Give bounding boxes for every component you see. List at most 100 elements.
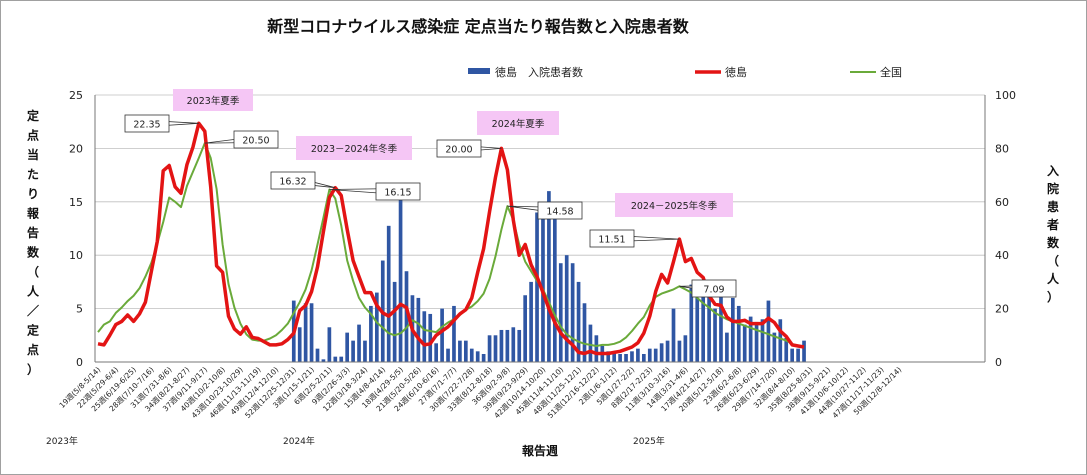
- season-label: 2024年夏季: [492, 118, 545, 130]
- bar: [760, 319, 765, 362]
- y-left-tick-label: 20: [69, 142, 83, 155]
- bar: [469, 348, 474, 362]
- y-right-tick-label: 100: [995, 89, 1016, 102]
- callout-value: 11.51: [598, 235, 625, 246]
- season-label-box: [477, 111, 559, 135]
- y-axis-right-ticks: 0 20 40 60 80 100: [995, 89, 1016, 369]
- callout-box: [537, 201, 583, 220]
- axes: [94, 95, 986, 363]
- callout-box: [233, 130, 279, 149]
- bar: [392, 281, 397, 362]
- y-left-tick-label: 10: [69, 249, 83, 262]
- y-right-tick-label: 0: [995, 356, 1002, 369]
- bar: [363, 340, 367, 362]
- y-right-tick-label: 40: [995, 249, 1009, 262]
- bar: [547, 191, 551, 362]
- y-left-tick-label: 5: [76, 303, 83, 316]
- callout-value: 20.50: [242, 136, 269, 147]
- bar: [398, 196, 403, 362]
- bar: [641, 353, 646, 362]
- callouts: 22.35 20.50 16.32 16.15 20.00 14.58 11.51 7.09: [124, 114, 737, 298]
- bar: [701, 292, 706, 362]
- series-line-zenkoku: [97, 142, 805, 348]
- bar: [422, 311, 427, 362]
- bar: [772, 332, 777, 362]
- series-line-tokushima: [97, 121, 805, 356]
- bar: [374, 292, 379, 362]
- bar: [707, 287, 711, 362]
- bar: [736, 305, 741, 362]
- bar: [428, 313, 433, 362]
- season-label: 2024－2025年冬季: [631, 200, 718, 212]
- bar: [463, 340, 468, 362]
- bar: [677, 340, 682, 362]
- y-right-tick-label: 80: [995, 142, 1009, 155]
- bar: [552, 207, 557, 362]
- bar: [446, 348, 450, 362]
- bar: [321, 359, 326, 362]
- callout-box: [124, 114, 170, 133]
- bar: [303, 303, 308, 362]
- bar: [636, 348, 640, 362]
- bar: [784, 337, 789, 362]
- callout-box: [375, 182, 421, 201]
- bars: [291, 191, 806, 362]
- legend-bar-swatch: [468, 68, 490, 74]
- bar: [345, 332, 350, 362]
- bar: [558, 263, 563, 362]
- bar: [535, 212, 539, 362]
- bar: [523, 295, 528, 362]
- bar: [653, 348, 658, 362]
- bar: [493, 335, 498, 362]
- callout-value: 16.32: [279, 177, 306, 188]
- bar: [309, 303, 314, 362]
- bar: [434, 343, 439, 362]
- bar: [404, 271, 409, 362]
- callout-value: 20.00: [445, 145, 472, 156]
- season-label: 2023－2024年冬季: [311, 143, 398, 155]
- bar: [576, 281, 581, 362]
- bar: [778, 319, 783, 362]
- bar: [796, 348, 800, 362]
- bar: [742, 324, 747, 362]
- bar: [458, 340, 462, 362]
- chart-title: 新型コロナウイルス感染症 定点当たり報告数と入院患者数: [267, 17, 690, 36]
- bar: [683, 335, 688, 362]
- bar: [416, 297, 421, 362]
- bar: [327, 327, 332, 362]
- y-left-tick-label: 25: [69, 89, 83, 102]
- season-labels: 2023年夏季 2023－2024年冬季 2024年夏季 2024－2025年冬季: [173, 89, 733, 217]
- bar: [754, 321, 759, 362]
- bar: [440, 308, 444, 362]
- callout-value: 7.09: [703, 285, 724, 296]
- callout-value: 14.58: [546, 207, 573, 218]
- gridlines: [95, 94, 985, 363]
- y-right-tick-label: 20: [995, 303, 1009, 316]
- bar: [665, 340, 670, 362]
- bar: [582, 303, 587, 362]
- legend-bar-label: 徳島 入院患者数: [495, 65, 583, 79]
- bar: [802, 340, 806, 362]
- season-label-box: [173, 89, 253, 111]
- legend-red-label: 徳島: [725, 65, 747, 79]
- y-left-tick-label: 15: [69, 196, 83, 209]
- bar: [671, 308, 676, 362]
- callout-box: [270, 171, 316, 190]
- bar: [695, 297, 700, 362]
- x-axis-title: 報告週: [522, 443, 558, 458]
- bar: [630, 351, 634, 362]
- bar: [618, 353, 622, 362]
- bar: [790, 348, 795, 362]
- year-label-2025: 2025年: [633, 435, 665, 447]
- bar: [499, 329, 504, 362]
- bar: [748, 316, 753, 362]
- bar: [659, 343, 664, 362]
- legend-green-label: 全国: [880, 65, 902, 79]
- y-axis-left-ticks: 0 5 10 15 20 25: [69, 89, 83, 369]
- callout-value: 22.35: [133, 120, 160, 131]
- bar: [713, 308, 717, 362]
- bar: [719, 287, 723, 362]
- y-right-tick-label: 60: [995, 196, 1009, 209]
- y-left-tick-label: 0: [76, 356, 83, 369]
